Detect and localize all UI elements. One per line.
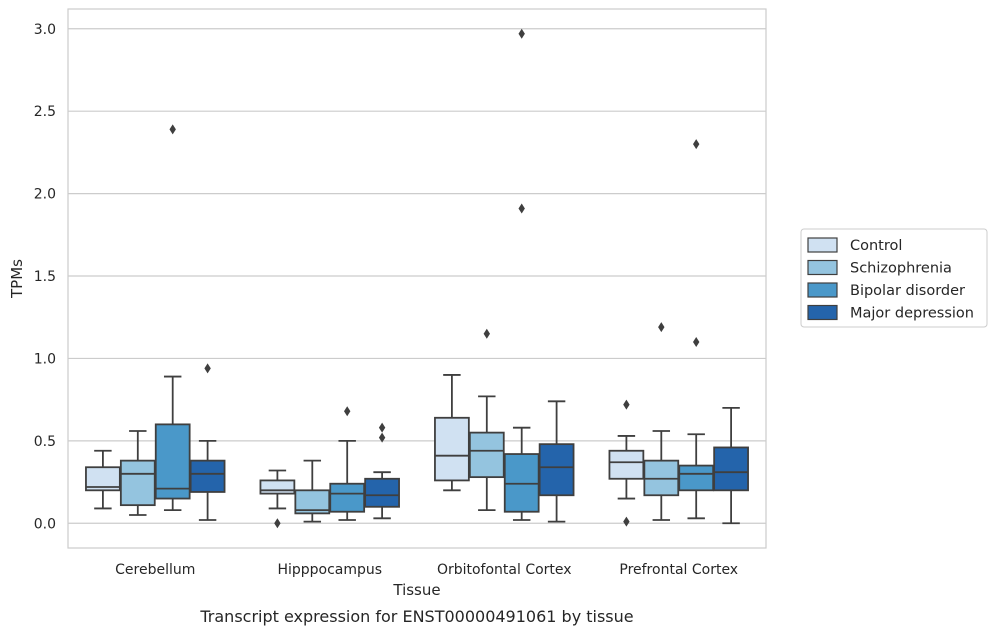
box-hipppocampus-control — [259, 479, 296, 495]
legend-label-major-depression: Major depression — [850, 306, 974, 322]
y-tick-label: 2.0 — [34, 187, 56, 203]
box-prefrontal-cortex-control-outlier — [623, 516, 630, 527]
box-cerebellum-major-depression-outlier — [204, 363, 211, 374]
legend-frame — [800, 228, 988, 328]
box-hipppocampus-schizophrenia — [294, 489, 331, 515]
legend: Control Schizophrenia Bipolar disorder Majo… — [800, 228, 988, 328]
box-cerebellum-control — [85, 466, 121, 492]
y-axis-label: TPMs — [8, 259, 26, 299]
box-hipppocampus-bipolar-disorder-outlier — [344, 406, 351, 417]
box-hipppocampus-major-depression-outlier — [378, 432, 386, 443]
legend-swatch-bipolar-disorder — [807, 282, 838, 298]
x-axis-label: Tissue — [392, 581, 440, 599]
box-hipppocampus-bipolar-disorder — [329, 482, 366, 513]
box-cerebellum-schizophrenia — [119, 459, 156, 507]
box-group-orbitofontal-cortex — [434, 28, 575, 523]
box-group-prefrontal-cortex — [608, 139, 749, 527]
y-axis-ticks: 0.0 0.5 1.0 1.5 2.0 2.5 3.0 — [34, 22, 56, 532]
legend-swatch-schizophrenia — [807, 259, 838, 276]
legend-swatch-major-depression — [807, 304, 838, 321]
chart-caption: Transcript expression for ENST0000049106… — [199, 607, 633, 626]
y-tick-label: 0.0 — [34, 516, 56, 532]
box-orbitofontal-cortex-schizophrenia-outlier — [483, 328, 490, 339]
box-prefrontal-cortex-bipolar-disorder-outlier — [693, 336, 700, 347]
legend-label-schizophrenia: Schizophrenia — [850, 261, 952, 277]
y-tick-label: 3.0 — [34, 22, 56, 38]
legend-label-control: Control — [850, 238, 902, 254]
y-tick-label: 2.5 — [34, 104, 56, 120]
box-hipppocampus-major-depression — [364, 477, 400, 508]
box-cerebellum-major-depression — [189, 459, 226, 493]
box-group-cerebellum — [85, 124, 226, 521]
box-orbitofontal-cortex-major-depression — [538, 443, 575, 497]
box-prefrontal-cortex-bipolar-disorder-outlier — [693, 139, 700, 150]
box-group-hipppocampus — [259, 406, 400, 529]
box-prefrontal-cortex-bipolar-disorder — [678, 464, 715, 492]
box-orbitofontal-cortex-bipolar-disorder-outlier — [518, 28, 525, 39]
y-tick-label: 0.5 — [34, 434, 56, 450]
box-prefrontal-cortex-control-outlier — [623, 399, 630, 410]
box-prefrontal-cortex-control — [608, 449, 645, 480]
box-prefrontal-cortex-major-depression — [713, 446, 749, 492]
legend-swatch-control — [807, 237, 838, 253]
box-groups — [85, 28, 749, 529]
y-tick-label: 1.0 — [34, 351, 56, 367]
box-hipppocampus-major-depression-outlier — [378, 422, 386, 433]
box-cerebellum-bipolar-disorder-outlier — [169, 124, 176, 135]
box-orbitofontal-cortex-bipolar-disorder-outlier — [518, 203, 525, 214]
box-orbitofontal-cortex-schizophrenia — [468, 431, 505, 479]
box-orbitofontal-cortex-control — [434, 416, 470, 482]
x-tick-label: Cerebellum — [115, 562, 195, 578]
x-tick-label: Prefrontal Cortex — [619, 562, 738, 578]
x-tick-label: Orbitofontal Cortex — [437, 562, 572, 578]
x-axis-ticks: Cerebellum Hipppocampus Orbitofontal Corte… — [115, 562, 738, 578]
plot-frame — [67, 8, 767, 549]
box-prefrontal-cortex-schizophrenia-outlier — [658, 322, 665, 333]
legend-label-bipolar-disorder: Bipolar disorder — [850, 283, 965, 299]
box-cerebellum-bipolar-disorder — [154, 423, 191, 500]
x-tick-label: Hipppocampus — [277, 562, 382, 578]
y-tick-label: 1.5 — [34, 269, 56, 285]
box-hipppocampus-control-outlier — [274, 518, 281, 529]
